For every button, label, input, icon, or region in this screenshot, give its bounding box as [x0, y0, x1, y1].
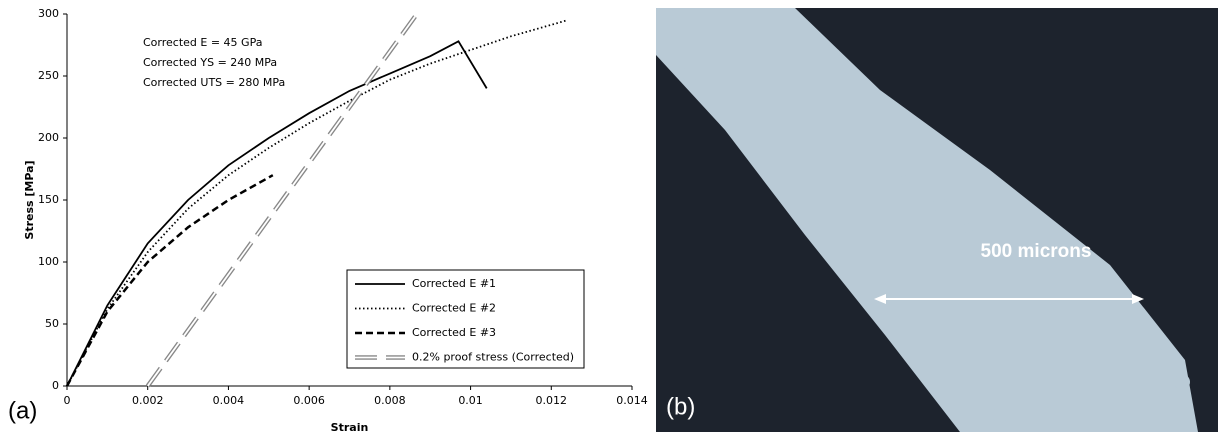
annotation: Corrected UTS = 280 MPa — [143, 76, 285, 89]
series-line — [66, 40, 488, 387]
legend-label: Corrected E #2 — [412, 302, 496, 315]
series-line — [66, 19, 568, 387]
panel-label: (b) — [666, 393, 695, 420]
y-axis-label: Stress [MPa] — [23, 160, 36, 239]
y-tick-label: 200 — [38, 131, 59, 144]
legend-label: 0.2% proof stress (Corrected) — [412, 351, 574, 364]
x-tick-label: 0.008 — [374, 394, 406, 407]
x-tick-label: 0.004 — [213, 394, 245, 407]
y-tick-label: 100 — [38, 255, 59, 268]
y-tick-label: 300 — [38, 7, 59, 20]
spatter — [682, 66, 1190, 423]
weld-band — [656, 8, 1198, 432]
legend-label: Corrected E #3 — [412, 326, 496, 339]
series-line — [146, 13, 418, 387]
x-tick-label: 0.002 — [132, 394, 164, 407]
arrow-head — [1132, 294, 1144, 304]
y-tick-label: 0 — [52, 379, 59, 392]
x-tick-label: 0.01 — [458, 394, 483, 407]
y-tick-label: 150 — [38, 193, 59, 206]
annotation: Corrected YS = 240 MPa — [143, 56, 277, 69]
legend-box — [346, 269, 585, 369]
micrograph: 500 microns (b) — [656, 8, 1218, 432]
panel-label: (a) — [8, 397, 37, 424]
arrow-head — [874, 294, 886, 304]
scale-label: 500 microns — [981, 241, 1092, 262]
y-tick-label: 250 — [38, 69, 59, 82]
legend-label: Corrected E #1 — [412, 277, 496, 290]
x-tick-label: 0.006 — [293, 394, 325, 407]
series-line — [65, 174, 274, 387]
x-axis-label: Strain — [331, 421, 369, 434]
x-tick-label: 0 — [64, 394, 71, 407]
x-tick-label: 0.012 — [536, 394, 568, 407]
x-tick-label: 0.014 — [616, 394, 648, 407]
annotation: Corrected E = 45 GPa — [143, 36, 262, 49]
y-tick-label: 50 — [45, 317, 59, 330]
